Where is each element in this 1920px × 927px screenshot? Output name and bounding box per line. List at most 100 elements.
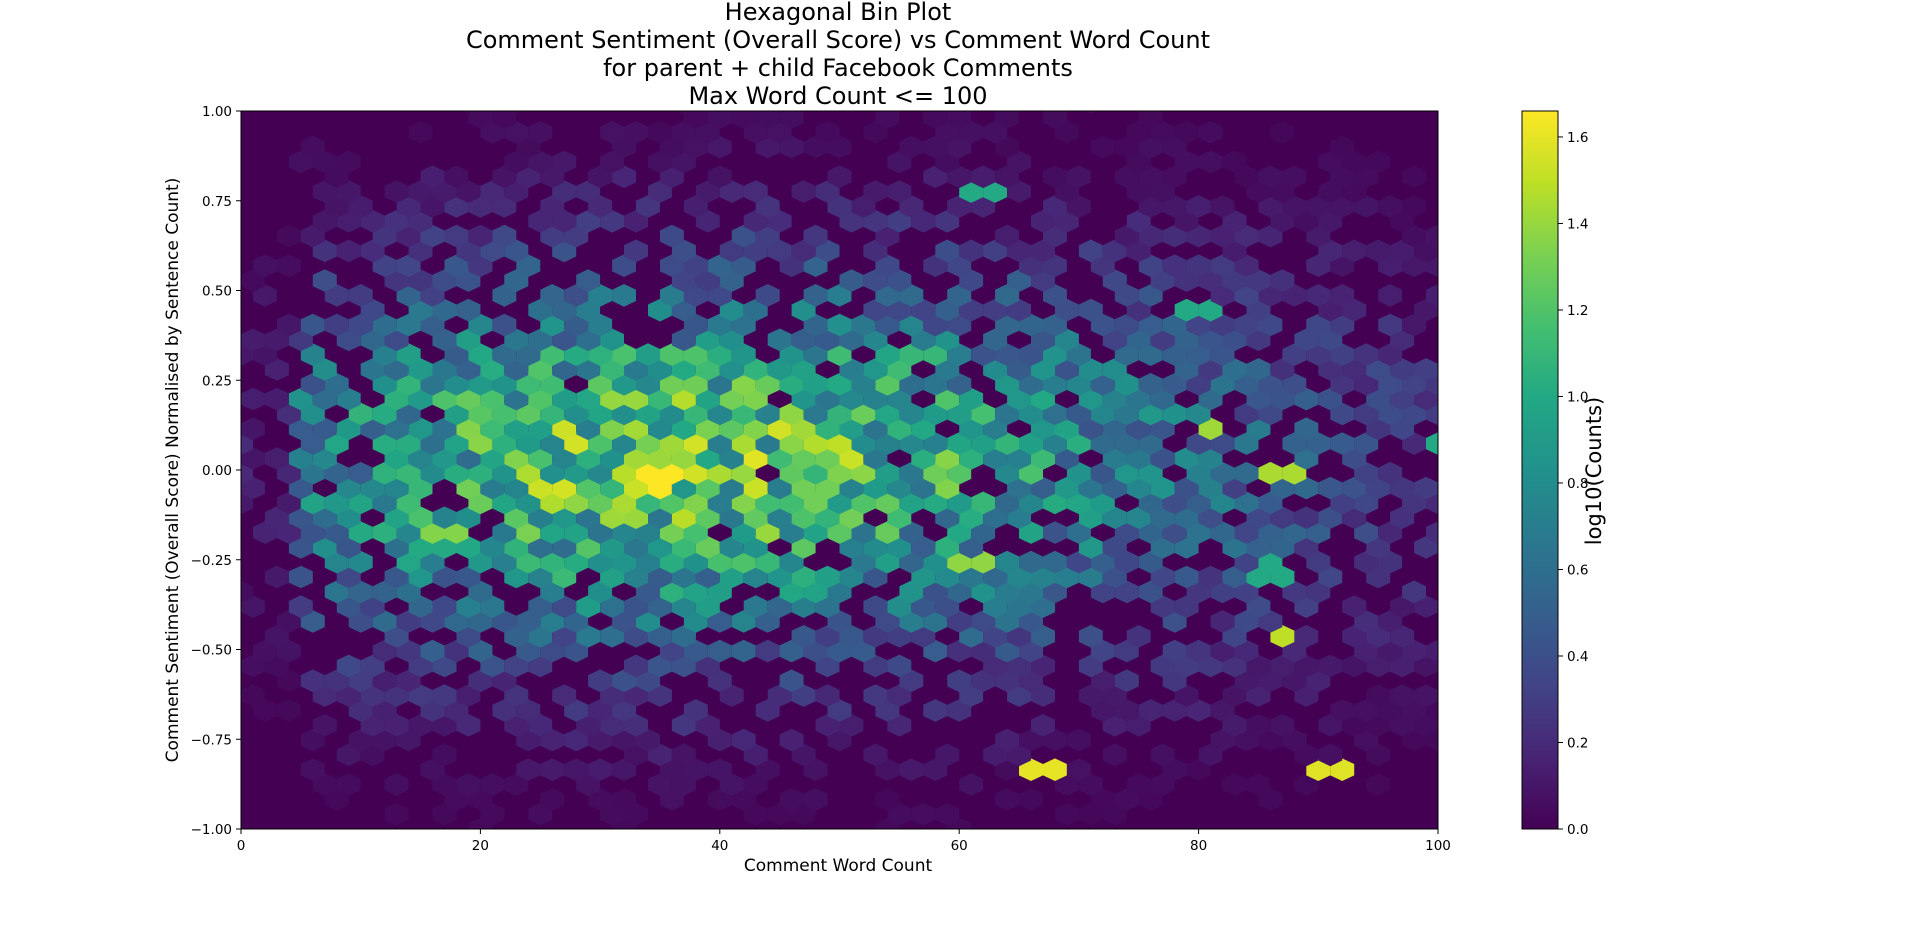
hexbin-cell [348, 610, 373, 633]
hexbin-cell [372, 728, 397, 752]
hexbin-cell [408, 476, 433, 500]
hexbin-cell [755, 284, 780, 307]
hexbin-cell [600, 358, 624, 381]
hexbin-cell [528, 713, 553, 737]
hexbin-cell [336, 565, 361, 589]
hexbin-cell [253, 699, 277, 722]
hexbin-cell [648, 565, 672, 589]
hexbin-cell [899, 461, 924, 485]
hexbin-cell [1198, 358, 1223, 381]
hexbin-cell [1378, 639, 1403, 663]
hexbin-cell [1366, 417, 1391, 441]
hexbin-cell [947, 461, 972, 485]
hexbin-cell [935, 743, 960, 767]
hexbin-cell [815, 684, 840, 707]
hexbin-cell [420, 639, 445, 663]
hexbin-cell [384, 269, 409, 292]
hexbin-cell [899, 521, 924, 544]
hexbin-cell [1150, 565, 1175, 589]
hexbin-cell [971, 550, 996, 574]
hexbin-cell [384, 536, 409, 559]
hexbin-cell [1162, 254, 1187, 277]
hexbin-cell [995, 224, 1020, 248]
hexbin-cell [887, 298, 912, 322]
hexbin-cell [767, 802, 792, 826]
hexbin-cell [707, 284, 732, 307]
hexbin-cell [516, 699, 541, 722]
hexbin-cell [348, 550, 373, 574]
hexbin-cell [588, 580, 613, 604]
hexbin-cell [1294, 476, 1319, 500]
hexbin-cell [1330, 195, 1355, 218]
hexbin-cells [241, 111, 1438, 829]
hexbin-cell [1402, 432, 1426, 455]
hexbin-cell [576, 506, 601, 529]
hexbin-cell [444, 402, 469, 426]
hexbin-cell [923, 699, 948, 722]
hexbin-cell [1126, 328, 1151, 352]
hexbin-cell [324, 521, 349, 544]
hexbin-cell [1174, 684, 1199, 707]
hexbin-cell [1378, 254, 1403, 277]
hexbin-cell [899, 195, 924, 218]
hexbin-cell [492, 343, 517, 366]
hexbin-cell [480, 387, 505, 411]
hexbin-cell [264, 447, 289, 470]
hexbin-cell [564, 224, 589, 248]
hexbin-cell [624, 654, 648, 678]
hexbin-cell [348, 195, 373, 218]
hexbin-cell [971, 432, 996, 455]
hexbin-cell [420, 373, 445, 396]
hexbin-cell [1354, 343, 1379, 366]
hexbin-cell [875, 521, 900, 544]
hexbin-cell [348, 461, 373, 485]
hexbin-cell [276, 313, 301, 337]
hexbin-cell [360, 595, 385, 618]
hexbin-cell [911, 209, 936, 233]
hexbin-cell [516, 135, 541, 159]
hexbin-cell [971, 580, 996, 604]
hexbin-cell [336, 387, 361, 411]
hexbin-cell [779, 580, 804, 604]
hexbin-cell [1258, 165, 1283, 189]
hexbin-cell [1318, 743, 1343, 767]
hexbin-cell [1150, 328, 1175, 352]
hexbin-cell [731, 610, 756, 633]
hexbin-cell [1078, 625, 1103, 648]
hexbin-cell [959, 684, 984, 707]
x-tick-label: 100 [1425, 838, 1451, 854]
hexbin-cell [241, 269, 265, 292]
hexbin-cell [1330, 165, 1355, 189]
hexbin-cell [1174, 595, 1199, 618]
hexbin-cell [516, 432, 541, 455]
hexbin-cell [588, 402, 613, 426]
hexbin-cell [683, 699, 708, 722]
hexbin-cell [504, 565, 529, 589]
hexbin-cell [1162, 224, 1187, 248]
hexbin-cell [1270, 476, 1295, 500]
hexbin-cell [1258, 491, 1283, 515]
hexbin-cell [695, 120, 720, 144]
hexbin-cell [276, 491, 301, 515]
hexbin-cell [1126, 773, 1151, 796]
hexbin-cell [516, 610, 541, 633]
hexbin-cell [624, 417, 648, 441]
hexbin-cell [755, 491, 780, 515]
hexbin-cell [432, 269, 457, 292]
hexbin-cell [420, 224, 445, 248]
hexbin-cell [1222, 536, 1247, 559]
hexbin-cell [767, 239, 792, 263]
hexbin-cell [695, 447, 720, 470]
hexbin-cell [683, 461, 708, 485]
hexbin-cell [959, 417, 984, 441]
hexbin-cell [1426, 639, 1438, 663]
hexbin-cell [1342, 447, 1367, 470]
hexbin-cell [875, 284, 900, 307]
hexbin-cell [636, 402, 660, 426]
hexbin-cell [636, 669, 660, 693]
hexbin-cell [803, 254, 828, 277]
hexbin-cell [1114, 788, 1139, 811]
hexbin-cell [1342, 476, 1367, 500]
hexbin-cell [1246, 180, 1271, 203]
hexbin-cell [588, 491, 613, 515]
